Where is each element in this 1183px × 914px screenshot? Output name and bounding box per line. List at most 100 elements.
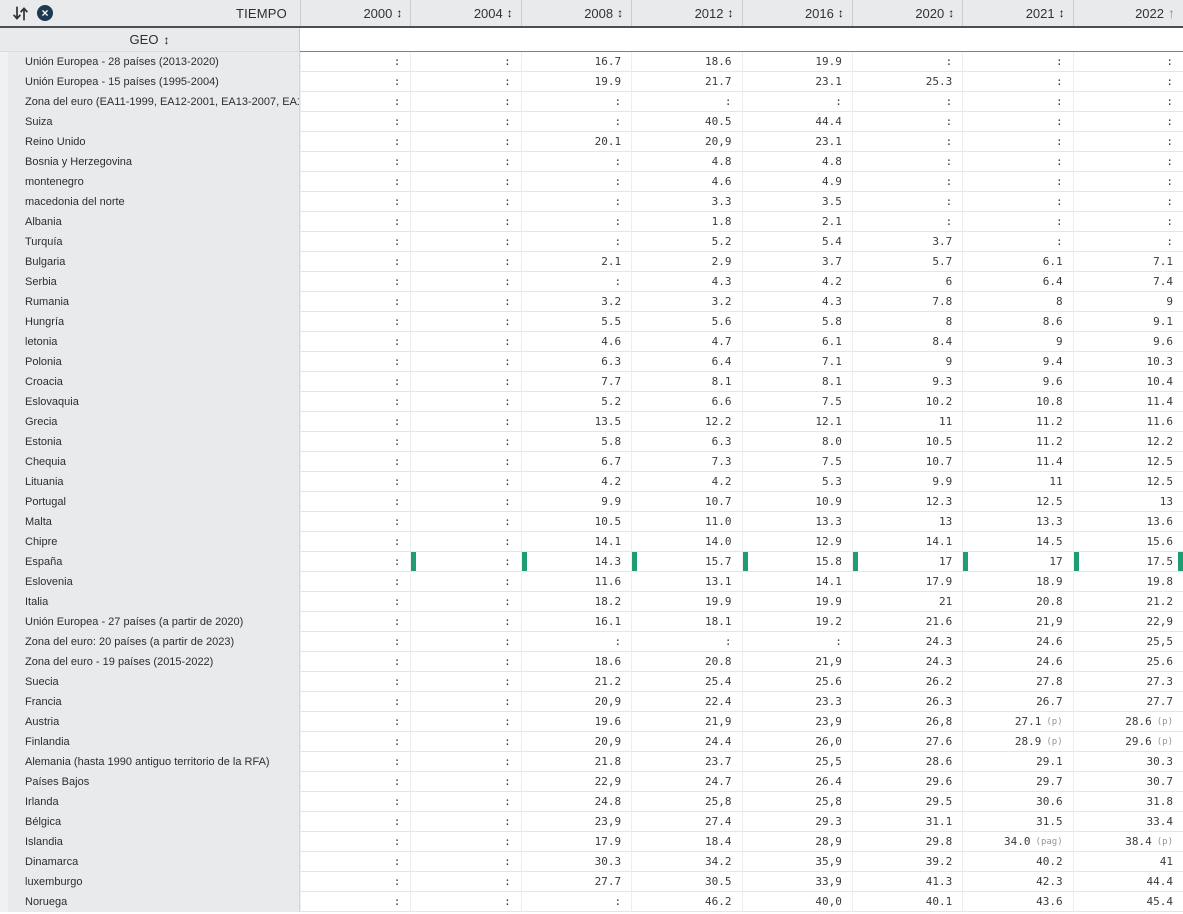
geo-cell[interactable]: Zona del euro: 20 países (a partir de 20…: [0, 632, 300, 652]
data-cell[interactable]: 2.1: [741, 212, 852, 232]
data-cell[interactable]: :: [631, 632, 742, 652]
data-cell[interactable]: 45.4: [1072, 892, 1183, 912]
data-cell[interactable]: 12.5: [962, 492, 1073, 512]
geo-cell[interactable]: Chequia: [0, 452, 300, 472]
data-cell[interactable]: 5.3: [741, 472, 852, 492]
data-cell[interactable]: :: [410, 172, 521, 192]
data-cell[interactable]: 4.2: [741, 272, 852, 292]
data-cell[interactable]: 6.4: [631, 352, 742, 372]
geo-cell[interactable]: Portugal: [0, 492, 300, 512]
geo-cell[interactable]: Noruega: [0, 892, 300, 912]
geo-cell[interactable]: Unión Europea - 28 países (2013-2020): [0, 52, 300, 72]
clear-selection-icon[interactable]: ×: [37, 5, 53, 21]
data-cell[interactable]: 7.1: [741, 352, 852, 372]
data-cell[interactable]: 29.7: [962, 772, 1073, 792]
data-cell[interactable]: :: [410, 532, 521, 552]
data-cell[interactable]: 25.6: [1072, 652, 1183, 672]
geo-cell[interactable]: Lituania: [0, 472, 300, 492]
data-cell[interactable]: :: [851, 192, 963, 212]
data-cell[interactable]: 9.6: [1072, 332, 1183, 352]
geo-cell[interactable]: Alemania (hasta 1990 antiguo territorio …: [0, 752, 300, 772]
data-cell[interactable]: 6.1: [741, 332, 852, 352]
data-cell[interactable]: :: [410, 892, 521, 912]
data-cell[interactable]: :: [520, 92, 632, 112]
column-header-2000[interactable]: 2000 ↕: [300, 0, 411, 26]
data-cell[interactable]: 9: [1072, 292, 1183, 312]
data-cell[interactable]: :: [410, 612, 521, 632]
data-cell[interactable]: 4.3: [741, 292, 852, 312]
data-cell[interactable]: 27.7: [520, 872, 632, 892]
data-cell[interactable]: 28.6 (p): [1072, 712, 1183, 732]
data-cell[interactable]: :: [410, 252, 521, 272]
data-cell[interactable]: :: [962, 172, 1073, 192]
data-cell[interactable]: :: [300, 452, 411, 472]
data-cell[interactable]: :: [410, 432, 521, 452]
data-cell[interactable]: 9.6: [962, 372, 1073, 392]
geo-cell[interactable]: Chipre: [0, 532, 300, 552]
data-cell[interactable]: 5.8: [520, 432, 632, 452]
data-cell[interactable]: 3.5: [741, 192, 852, 212]
data-cell[interactable]: 20,9: [631, 132, 742, 152]
data-cell[interactable]: 35,9: [741, 852, 852, 872]
data-cell[interactable]: 6.1: [962, 252, 1073, 272]
data-cell[interactable]: 13.6: [1072, 512, 1183, 532]
data-cell[interactable]: 23,9: [520, 812, 632, 832]
data-cell[interactable]: :: [520, 112, 632, 132]
data-cell[interactable]: 29.1: [962, 752, 1073, 772]
data-cell[interactable]: 11.2: [962, 412, 1073, 432]
data-cell[interactable]: 13: [1072, 492, 1183, 512]
data-cell[interactable]: 21.2: [1072, 592, 1183, 612]
data-cell[interactable]: :: [410, 392, 521, 412]
data-cell[interactable]: 16.1: [520, 612, 632, 632]
data-cell[interactable]: 19.8: [1072, 572, 1183, 592]
data-cell[interactable]: 9.4: [962, 352, 1073, 372]
geo-cell[interactable]: Dinamarca: [0, 852, 300, 872]
data-cell[interactable]: 12.5: [1072, 452, 1183, 472]
data-cell[interactable]: 26.7: [962, 692, 1073, 712]
data-cell[interactable]: :: [851, 52, 963, 72]
data-cell[interactable]: 20.8: [962, 592, 1073, 612]
data-cell[interactable]: 39.2: [851, 852, 963, 872]
data-cell[interactable]: 27.8: [962, 672, 1073, 692]
data-cell[interactable]: 33.4: [1072, 812, 1183, 832]
data-cell[interactable]: 10.7: [631, 492, 742, 512]
geo-cell[interactable]: montenegro: [0, 172, 300, 192]
data-cell[interactable]: :: [1072, 172, 1183, 192]
data-cell[interactable]: 29.5: [851, 792, 963, 812]
data-cell[interactable]: 23.1: [741, 132, 852, 152]
data-cell[interactable]: 40,0: [741, 892, 852, 912]
data-cell[interactable]: 12.9: [741, 532, 852, 552]
data-cell[interactable]: 8.1: [741, 372, 852, 392]
geo-cell[interactable]: Zona del euro (EA11-1999, EA12-2001, EA1…: [0, 92, 300, 112]
data-cell[interactable]: :: [741, 92, 852, 112]
data-cell[interactable]: 8.6: [962, 312, 1073, 332]
data-cell[interactable]: 30.3: [520, 852, 632, 872]
geo-cell[interactable]: España: [0, 552, 300, 572]
data-cell[interactable]: 11: [851, 412, 963, 432]
data-cell[interactable]: 23.3: [741, 692, 852, 712]
data-cell[interactable]: 10.9: [741, 492, 852, 512]
data-cell[interactable]: :: [300, 52, 411, 72]
data-cell[interactable]: :: [300, 652, 411, 672]
data-cell[interactable]: 24.3: [851, 632, 963, 652]
data-cell[interactable]: :: [962, 132, 1073, 152]
data-cell[interactable]: 4.7: [631, 332, 742, 352]
data-cell[interactable]: 6: [851, 272, 963, 292]
data-cell[interactable]: 30.3: [1072, 752, 1183, 772]
data-cell[interactable]: 38.4 (p): [1072, 832, 1183, 852]
data-cell[interactable]: :: [410, 152, 521, 172]
data-cell[interactable]: :: [851, 152, 963, 172]
data-cell[interactable]: 29.8: [851, 832, 963, 852]
data-cell[interactable]: 4.6: [520, 332, 632, 352]
data-cell[interactable]: 24.4: [631, 732, 742, 752]
data-cell[interactable]: 44.4: [741, 112, 852, 132]
data-cell[interactable]: :: [410, 832, 521, 852]
geo-cell[interactable]: Bosnia y Herzegovina: [0, 152, 300, 172]
data-cell[interactable]: 1.8: [631, 212, 742, 232]
data-cell[interactable]: :: [410, 672, 521, 692]
data-cell[interactable]: :: [300, 892, 411, 912]
data-cell[interactable]: :: [410, 752, 521, 772]
data-cell[interactable]: :: [410, 232, 521, 252]
data-cell[interactable]: :: [962, 232, 1073, 252]
data-cell[interactable]: 7.5: [741, 452, 852, 472]
